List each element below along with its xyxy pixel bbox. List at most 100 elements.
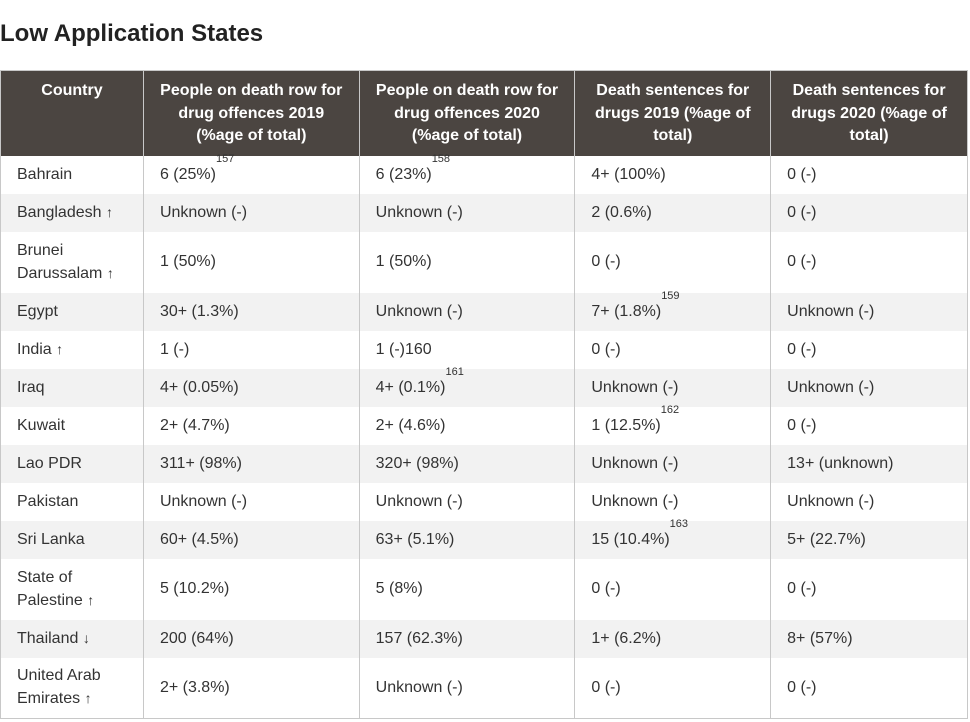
country-name: Brunei Darussalam [17, 241, 103, 282]
cell-value: 0 (-) [787, 203, 817, 221]
low-application-states-table: Country People on death row for drug off… [0, 70, 968, 719]
cell-value: 4+ (100%) [591, 165, 666, 183]
value-cell: 5 (10.2%) [142, 558, 360, 620]
cell-value: 1 (12.5%) [591, 416, 661, 434]
table-row: Kuwait 2+ (4.7%) 2+ (4.6%) 1 (12.5%)162 0 (-… [0, 404, 968, 445]
table-row: United Arab Emirates ↑ 2+ (3.8%) Unknown (… [0, 657, 968, 719]
cell-value: Unknown (-) [591, 454, 679, 472]
value-cell: 0 (-) [770, 558, 968, 620]
cell-value: 0 (-) [787, 678, 817, 696]
value-cell: Unknown (-) [574, 368, 771, 407]
value-cell: Unknown (-) [574, 482, 771, 521]
country-name: Bahrain [17, 165, 73, 183]
cell-value: 6 (23%) [375, 165, 432, 183]
value-cell: 0 (-) [770, 330, 968, 369]
table-row: Bahrain 6 (25%)157 6 (23%)158 4+ (100%) 0 (-… [0, 152, 968, 194]
country-cell: Bangladesh ↑ [0, 193, 144, 232]
table-row: Egypt 30+ (1.3%) Unknown (-) 7+ (1.8%)159 Un… [0, 290, 968, 331]
value-cell: 8+ (57%) [770, 619, 968, 658]
value-cell: 15 (10.4%)163 [574, 517, 771, 559]
country-name: Thailand [17, 630, 79, 647]
country-cell: Lao PDR [0, 444, 144, 483]
value-cell: 30+ (1.3%) [142, 292, 360, 331]
cell-value: 1+ (6.2%) [591, 629, 662, 647]
value-cell: 311+ (98%) [142, 444, 360, 483]
value-cell: 13+ (unknown) [770, 444, 968, 483]
country-cell: India ↑ [0, 330, 144, 369]
cell-value: 60+ (4.5%) [159, 530, 239, 548]
value-cell: Unknown (-) [358, 292, 575, 331]
value-cell: 157 (62.3%) [358, 619, 575, 658]
cell-value: Unknown (-) [375, 302, 463, 320]
cell-value: Unknown (-) [375, 203, 463, 221]
cell-value: 1 (50%) [159, 253, 216, 270]
cell-value: 0 (-) [787, 253, 817, 270]
value-cell: 0 (-) [574, 558, 771, 620]
footnote-ref: 158 [431, 152, 451, 165]
country-name: Pakistan [17, 492, 79, 510]
cell-value: Unknown (-) [159, 203, 248, 221]
header-death-row-2019: People on death row for drug offences 20… [142, 70, 360, 156]
cell-value: 5 (8%) [375, 580, 423, 597]
arrow-up-icon: ↑ [84, 690, 92, 707]
cell-value: 1 (-) [159, 340, 190, 358]
cell-value: Unknown (-) [787, 302, 875, 320]
value-cell: 0 (-) [574, 231, 771, 293]
value-cell: Unknown (-) [574, 444, 771, 483]
table-row: Iraq 4+ (0.05%) 4+ (0.1%)161 Unknown (-) Unk… [0, 366, 968, 407]
value-cell: Unknown (-) [142, 193, 360, 232]
arrow-up-icon: ↑ [106, 264, 114, 281]
value-cell: 0 (-) [770, 231, 968, 293]
value-cell: 2+ (3.8%) [142, 657, 360, 719]
value-cell: 1 (-) [142, 330, 360, 369]
value-cell: 7+ (1.8%)159 [574, 290, 771, 331]
country-cell: Brunei Darussalam ↑ [0, 231, 144, 293]
cell-value: 0 (-) [787, 165, 817, 183]
table-row: Sri Lanka 60+ (4.5%) 63+ (5.1%) 15 (10.4%)1… [0, 517, 968, 559]
country-cell: Iraq [0, 368, 144, 407]
country-cell: Kuwait [0, 406, 144, 445]
table-header: Country People on death row for drug off… [0, 70, 968, 156]
country-cell: Sri Lanka [0, 520, 144, 559]
value-cell: 60+ (4.5%) [142, 520, 360, 559]
country-name: Lao PDR [17, 454, 82, 472]
header-death-row-2020: People on death row for drug offences 20… [358, 70, 575, 156]
value-cell: 0 (-) [770, 406, 968, 445]
value-cell: Unknown (-) [358, 193, 575, 232]
table-row: Pakistan Unknown (-) Unknown (-) Unknown (-… [0, 482, 968, 521]
cell-value: 2+ (3.8%) [159, 678, 230, 696]
cell-value: 157 (62.3%) [375, 629, 463, 647]
cell-value: Unknown (-) [375, 492, 463, 510]
value-cell: 4+ (0.1%)161 [358, 366, 575, 407]
cell-value: 1 (50%) [375, 253, 432, 270]
value-cell: 2 (0.6%) [574, 193, 771, 232]
table-row: Bangladesh ↑ Unknown (-) Unknown (-) 2 (0.6… [0, 193, 968, 232]
value-cell: 0 (-) [770, 155, 968, 194]
value-cell: 0 (-) [770, 657, 968, 719]
cell-value: 15 (10.4%) [591, 530, 670, 548]
value-cell: 0 (-) [574, 657, 771, 719]
cell-value: 2+ (4.7%) [159, 416, 230, 434]
cell-value: 0 (-) [591, 253, 621, 270]
value-cell: 5+ (22.7%) [770, 520, 968, 559]
value-cell: 6 (23%)158 [358, 152, 575, 194]
value-cell: 5 (8%) [358, 558, 575, 620]
arrow-up-icon: ↑ [105, 204, 113, 220]
table-row: State of Palestine ↑ 5 (10.2%) 5 (8%) 0 (-)… [0, 558, 968, 620]
value-cell: Unknown (-) [358, 657, 575, 719]
value-cell: 1 (50%) [142, 231, 360, 293]
cell-value: 0 (-) [591, 678, 621, 696]
cell-value: Unknown (-) [375, 678, 463, 696]
header-death-sentences-2020: Death sentences for drugs 2020 (%age of … [770, 70, 968, 156]
value-cell: 1 (50%) [358, 231, 575, 293]
footnote-ref: 163 [669, 517, 688, 530]
value-cell: Unknown (-) [770, 482, 968, 521]
cell-value: Unknown (-) [591, 378, 679, 396]
cell-value: 7+ (1.8%) [591, 302, 662, 320]
value-cell: Unknown (-) [142, 482, 360, 521]
country-name: Sri Lanka [17, 530, 85, 548]
cell-value: 0 (-) [591, 340, 621, 358]
cell-value: 2+ (4.6%) [375, 416, 446, 434]
country-name: State of Palestine [17, 568, 83, 609]
cell-value: 13+ (unknown) [787, 454, 894, 472]
